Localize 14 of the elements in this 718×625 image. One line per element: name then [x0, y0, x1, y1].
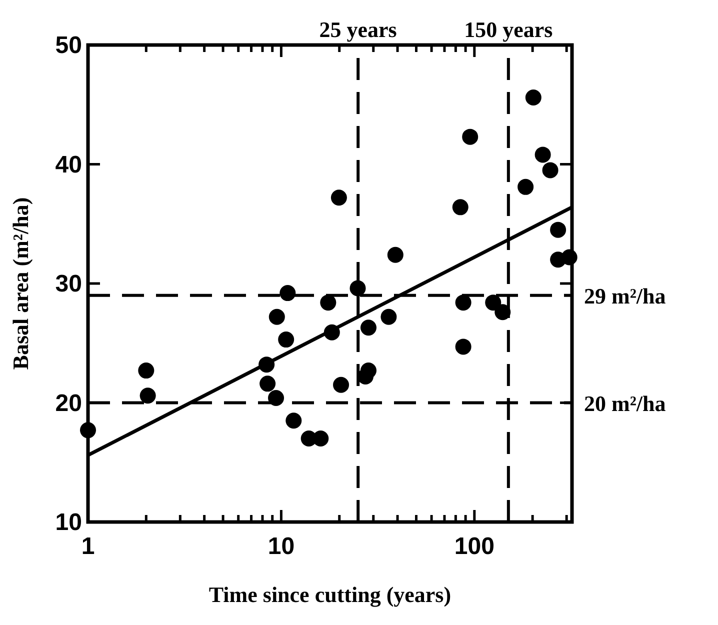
y-tick-label: 40 [55, 151, 82, 178]
y-tick-label: 10 [55, 509, 82, 536]
x-axis-title: Time since cutting (years) [208, 582, 452, 607]
y-tick-label: 50 [55, 32, 82, 59]
x-tick-label: 100 [454, 533, 494, 560]
x-tick-label: 1 [81, 533, 95, 560]
y-tick-label: 30 [55, 270, 82, 298]
y-axis-title: Basal area (m²/ha) [8, 197, 33, 370]
ref-line-label: 25 years [319, 17, 398, 42]
ref-line-label: 20 m²/ha [584, 390, 666, 416]
y-tick-label: 20 [55, 390, 82, 417]
ref-line-label: 150 years [464, 17, 554, 42]
x-tick-label: 10 [268, 533, 295, 560]
ref-line-label: 29 m²/ha [584, 283, 666, 308]
